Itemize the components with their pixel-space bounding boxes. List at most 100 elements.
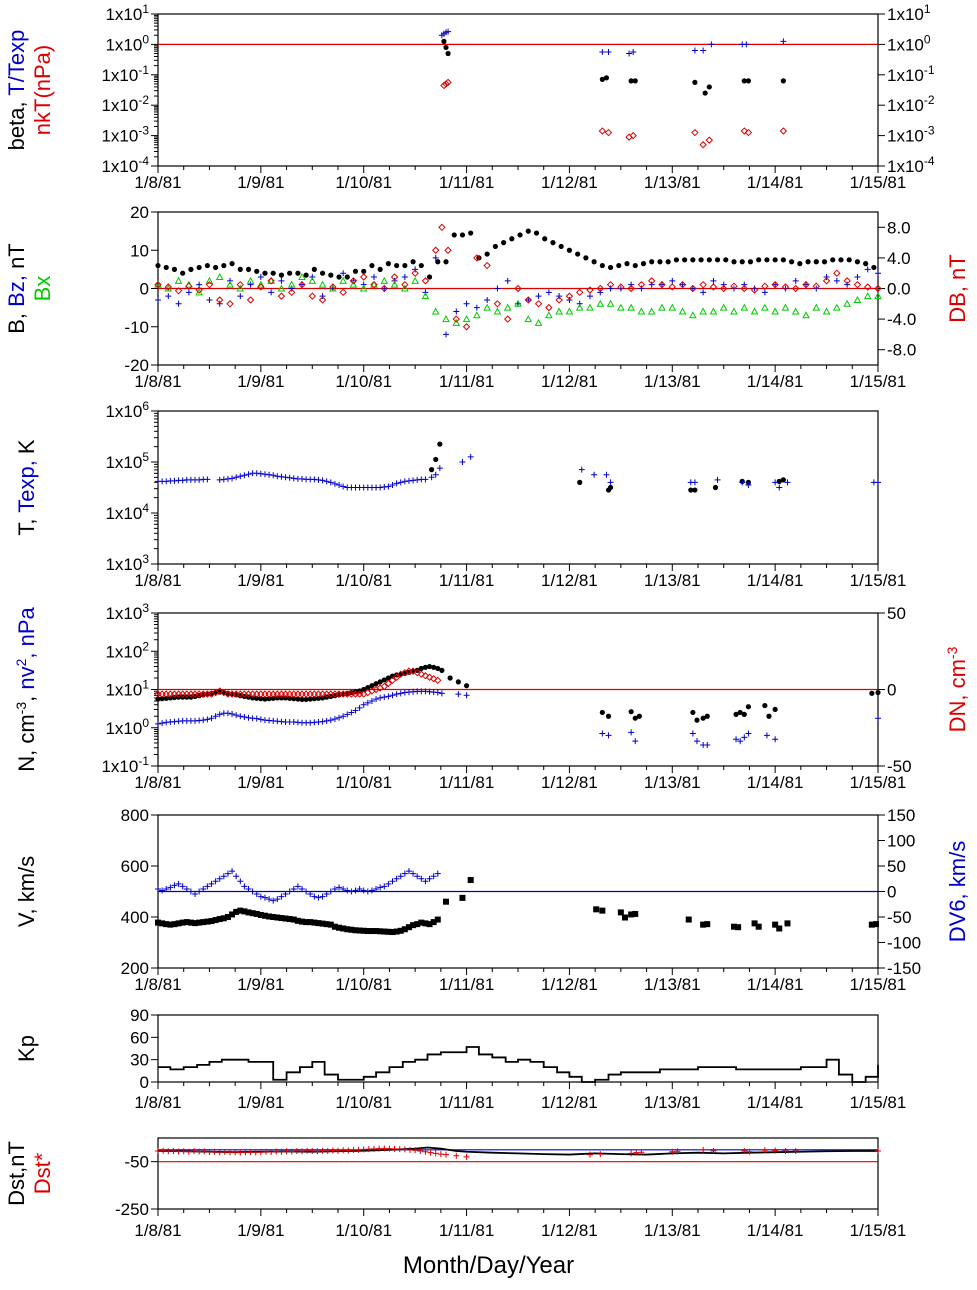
data-point xyxy=(813,259,819,265)
data-point xyxy=(501,240,507,246)
data-point xyxy=(868,921,875,928)
x-tick-label: 1/14/81 xyxy=(747,571,804,590)
data-point xyxy=(273,1148,280,1155)
data-point xyxy=(204,716,211,723)
data-point xyxy=(606,280,615,289)
data-point xyxy=(381,694,388,701)
data-point xyxy=(412,1147,419,1154)
x-tick-label: 1/12/81 xyxy=(541,571,598,590)
data-point xyxy=(410,922,417,929)
data-point xyxy=(368,697,375,704)
data-point xyxy=(576,288,584,297)
y-tick-label: 1x10-1 xyxy=(101,754,149,776)
data-point xyxy=(668,303,677,311)
data-point xyxy=(229,475,236,482)
data-point xyxy=(233,908,240,915)
data-point xyxy=(274,695,280,701)
data-point xyxy=(397,873,404,880)
data-point xyxy=(224,475,231,482)
data-point xyxy=(278,473,285,480)
data-point xyxy=(188,266,194,272)
data-point xyxy=(311,266,317,272)
data-point xyxy=(318,296,327,304)
data-point xyxy=(484,251,490,257)
data-point xyxy=(237,266,243,272)
data-point xyxy=(700,289,707,296)
data-point xyxy=(648,277,656,285)
data-point xyxy=(741,78,747,84)
data-point xyxy=(493,300,502,308)
data-point xyxy=(771,307,779,315)
data-point xyxy=(180,1148,187,1155)
data-point xyxy=(402,262,408,269)
data-point xyxy=(360,701,367,708)
data-point xyxy=(735,924,742,931)
data-point xyxy=(377,694,384,701)
data-point xyxy=(709,283,718,291)
series-DN xyxy=(154,667,442,698)
data-point xyxy=(632,78,638,84)
data-point xyxy=(864,266,871,273)
data-point xyxy=(200,919,207,926)
data-point xyxy=(432,254,439,261)
data-point xyxy=(422,920,429,927)
data-point xyxy=(444,78,452,87)
data-point xyxy=(287,280,296,288)
data-point xyxy=(303,919,310,926)
data-point xyxy=(227,1149,233,1156)
x-tick-label: 1/9/81 xyxy=(237,571,284,590)
series-DB xyxy=(154,223,882,331)
data-point xyxy=(430,919,437,926)
data-point xyxy=(385,880,392,887)
data-point xyxy=(411,276,419,284)
y-axis-label-secondary: nkT(nPa) xyxy=(30,45,55,135)
data-point xyxy=(534,318,543,326)
data-point xyxy=(741,734,748,741)
data-point xyxy=(426,274,433,280)
data-point xyxy=(525,228,531,234)
data-point xyxy=(381,483,388,490)
data-point xyxy=(624,261,630,267)
y-tick-label: 60 xyxy=(130,1028,149,1047)
series-N xyxy=(155,663,881,723)
data-point xyxy=(772,1147,779,1154)
data-point xyxy=(179,919,186,926)
data-point xyxy=(709,307,718,315)
data-point xyxy=(875,689,881,696)
data-point xyxy=(211,1148,218,1155)
data-point xyxy=(257,274,264,281)
data-point xyxy=(704,713,710,719)
data-point xyxy=(437,441,443,447)
y-axis-label: N, cm-3, nv2, nPa xyxy=(13,606,39,771)
data-point xyxy=(575,303,584,311)
data-point xyxy=(319,270,326,276)
data-point xyxy=(657,259,663,265)
data-point xyxy=(692,79,698,85)
data-point xyxy=(401,274,408,281)
data-point xyxy=(250,695,256,701)
y-tick-label: 1x102 xyxy=(105,639,149,661)
data-point xyxy=(262,270,268,276)
data-point xyxy=(401,280,409,289)
data-point xyxy=(204,883,211,890)
data-point xyxy=(731,259,737,265)
data-point xyxy=(597,1151,604,1158)
data-point xyxy=(421,277,430,285)
data-point xyxy=(336,884,343,891)
data-point xyxy=(381,928,388,935)
data-point xyxy=(698,257,704,263)
data-point xyxy=(319,718,326,725)
data-point xyxy=(875,479,881,486)
data-point xyxy=(340,1147,347,1154)
data-point xyxy=(627,303,635,311)
data-point xyxy=(304,1147,311,1154)
data-point xyxy=(294,883,301,890)
data-point xyxy=(319,293,326,300)
data-point xyxy=(370,280,378,289)
data-point xyxy=(233,712,240,719)
data-point xyxy=(545,303,553,312)
y-tick-label: 1x104 xyxy=(105,501,149,523)
data-point xyxy=(237,293,244,300)
data-point xyxy=(784,920,791,927)
data-point xyxy=(533,230,540,236)
